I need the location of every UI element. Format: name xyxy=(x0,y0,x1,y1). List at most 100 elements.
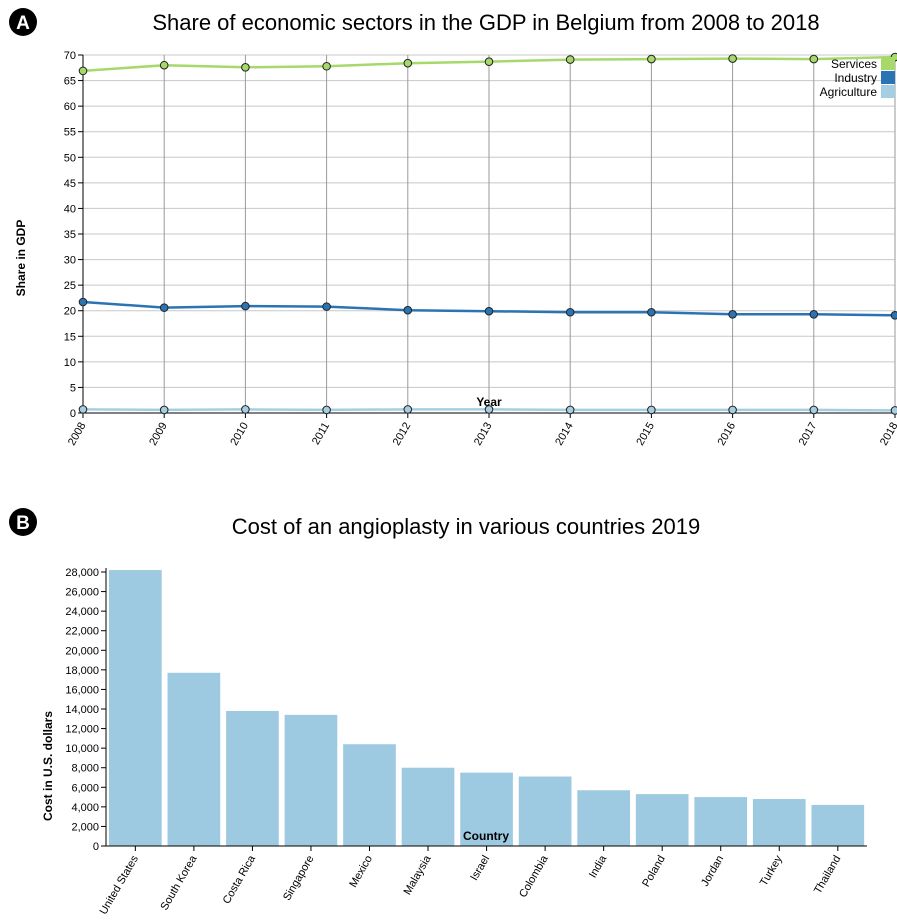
chart-title: Share of economic sectors in the GDP in … xyxy=(152,10,819,35)
data-point-services xyxy=(403,58,413,68)
y-tick-label: 65 xyxy=(64,76,76,88)
bar-chart-panel: B Cost of an angioplasty in various coun… xyxy=(9,508,867,917)
y-tick-label: 30 xyxy=(64,255,76,267)
x-axis-title: Year xyxy=(476,395,502,409)
y-tick-label: 26,000 xyxy=(65,587,99,599)
y-tick-label: 12,000 xyxy=(65,724,99,736)
data-point-industry xyxy=(241,301,250,311)
x-tick-label: 2009 xyxy=(147,421,170,448)
y-tick-label: 0 xyxy=(93,841,99,853)
y-tick-label: 55 xyxy=(64,127,76,139)
data-point-agriculture xyxy=(159,405,169,415)
y-tick-label: 2,000 xyxy=(71,821,99,833)
data-point-industry xyxy=(78,297,88,307)
y-tick-label: 22,000 xyxy=(65,626,99,638)
y-tick-label: 45 xyxy=(64,178,76,190)
bar xyxy=(811,804,865,846)
y-tick-label: 20 xyxy=(64,306,76,318)
legend-swatch xyxy=(881,71,895,84)
legend-label: Agriculture xyxy=(820,85,878,99)
x-tick-label: India xyxy=(587,853,610,880)
x-tick-label: 2010 xyxy=(228,421,251,448)
bar xyxy=(401,767,455,846)
y-tick-label: 20,000 xyxy=(65,645,99,657)
bar xyxy=(343,744,396,846)
y-tick-label: 50 xyxy=(64,152,76,164)
data-point-industry xyxy=(728,309,737,319)
axes: 0 5 10 15 20 25 30 35 40 45 50 55 60 65 70 2008 2009 2010… xyxy=(64,50,897,448)
data-point-services xyxy=(809,54,819,64)
series-layer xyxy=(78,52,897,415)
bar xyxy=(226,710,279,846)
bar xyxy=(518,776,572,846)
y-tick-label: 10 xyxy=(64,357,76,369)
x-tick-label: South Korea xyxy=(159,853,200,913)
data-point-industry xyxy=(403,305,413,315)
x-tick-label: Thailand xyxy=(812,854,843,897)
chart-title: Cost of an angioplasty in various countr… xyxy=(232,514,700,539)
data-point-agriculture xyxy=(403,405,413,414)
bar xyxy=(167,672,221,846)
data-point-services xyxy=(78,66,88,76)
x-tick-label: Singapore xyxy=(281,854,316,903)
data-point-services xyxy=(484,57,494,66)
data-point-agriculture xyxy=(78,405,88,414)
data-point-agriculture xyxy=(565,405,575,415)
panel-badge-label: B xyxy=(16,513,30,534)
legend-label: Industry xyxy=(834,71,877,85)
x-tick-label: 2008 xyxy=(66,421,89,448)
x-tick-label: Costa Rica xyxy=(221,853,259,906)
x-tick-label: United States xyxy=(98,853,142,917)
x-tick-label: Turkey xyxy=(758,853,785,888)
x-tick-label: 2015 xyxy=(634,421,657,448)
data-point-services xyxy=(565,55,575,64)
y-tick-label: 5 xyxy=(70,382,76,394)
y-tick-label: 14,000 xyxy=(65,704,99,716)
y-tick-label: 60 xyxy=(64,101,76,113)
data-point-industry xyxy=(484,306,494,316)
x-tick-label: Jordan xyxy=(699,854,726,889)
x-tick-label: 2017 xyxy=(797,421,820,448)
data-point-industry xyxy=(647,307,656,317)
legend-swatch xyxy=(881,85,895,98)
legend-swatch xyxy=(881,57,895,70)
x-tick-label: 2014 xyxy=(553,421,576,448)
bar xyxy=(635,794,689,846)
line-chart-panel: A Share of economic sectors in the GDP i… xyxy=(9,8,897,448)
data-point-industry xyxy=(809,309,819,319)
panel-badge xyxy=(9,508,37,536)
panel-badge xyxy=(9,8,37,36)
y-tick-label: 28,000 xyxy=(65,567,99,579)
data-point-agriculture xyxy=(322,405,331,415)
data-point-services xyxy=(159,60,169,70)
y-tick-label: 40 xyxy=(64,203,76,215)
x-tick-label: Malaysia xyxy=(402,853,435,897)
y-tick-label: 10,000 xyxy=(65,743,99,755)
y-tick-label: 70 xyxy=(64,50,76,62)
data-point-industry xyxy=(565,307,575,317)
data-point-industry xyxy=(322,302,331,311)
y-tick-label: 4,000 xyxy=(71,802,99,814)
data-point-industry xyxy=(159,303,169,312)
bar xyxy=(109,570,162,846)
y-tick-label: 35 xyxy=(64,229,76,241)
data-point-services xyxy=(241,62,250,72)
y-tick-label: 18,000 xyxy=(65,665,99,677)
data-point-services xyxy=(647,54,656,64)
data-point-services xyxy=(322,61,331,71)
y-axis-title: Share in GDP xyxy=(14,220,28,297)
data-point-industry xyxy=(890,311,897,320)
x-tick-label: 2013 xyxy=(472,421,495,448)
panel-badge-label: A xyxy=(16,13,30,34)
data-point-agriculture xyxy=(484,405,494,414)
y-tick-label: 8,000 xyxy=(71,763,99,775)
x-tick-label: 2018 xyxy=(878,421,897,448)
x-tick-label: Colombia xyxy=(517,853,551,900)
data-point-agriculture xyxy=(241,405,250,414)
x-tick-label: Israel xyxy=(468,854,492,883)
bar xyxy=(284,714,338,846)
data-point-agriculture xyxy=(647,405,656,415)
y-tick-label: 6,000 xyxy=(71,782,99,794)
